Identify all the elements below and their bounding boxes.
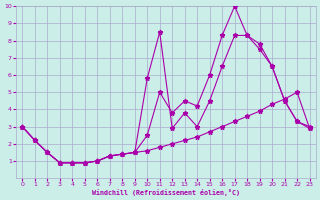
X-axis label: Windchill (Refroidissement éolien,°C): Windchill (Refroidissement éolien,°C) xyxy=(92,189,240,196)
